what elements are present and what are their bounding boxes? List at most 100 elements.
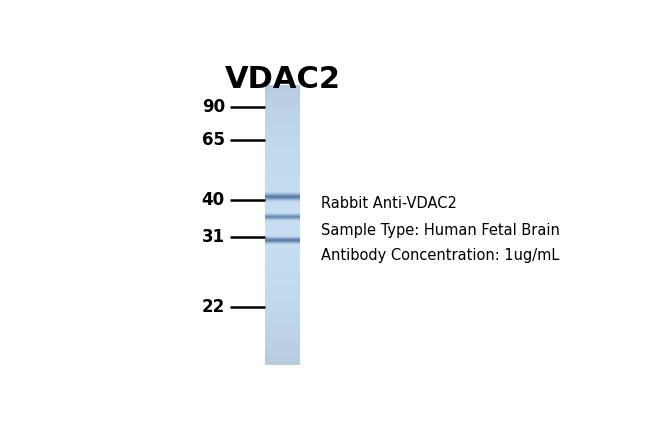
- Bar: [265, 275, 300, 277]
- Bar: [265, 242, 300, 244]
- Bar: [265, 144, 300, 146]
- Bar: [265, 153, 300, 155]
- Bar: [265, 99, 300, 102]
- Bar: [265, 281, 300, 284]
- Text: 90: 90: [202, 98, 225, 116]
- Bar: [265, 317, 300, 319]
- Bar: [265, 265, 300, 267]
- Bar: [265, 111, 300, 113]
- Bar: [265, 116, 300, 118]
- Bar: [265, 295, 300, 297]
- Bar: [265, 186, 300, 188]
- Bar: [265, 141, 300, 144]
- Bar: [265, 132, 300, 134]
- Bar: [265, 165, 300, 167]
- Bar: [265, 97, 300, 99]
- Bar: [265, 125, 300, 127]
- Bar: [265, 228, 300, 230]
- Bar: [265, 188, 300, 191]
- Bar: [265, 237, 300, 239]
- Bar: [265, 328, 300, 330]
- Bar: [265, 139, 300, 141]
- Bar: [265, 235, 300, 237]
- Bar: [265, 272, 300, 275]
- Bar: [265, 253, 300, 255]
- Text: Antibody Concentration: 1ug/mL: Antibody Concentration: 1ug/mL: [320, 248, 559, 263]
- Bar: [265, 118, 300, 120]
- Bar: [265, 174, 300, 176]
- Bar: [265, 300, 300, 302]
- Bar: [265, 359, 300, 361]
- Bar: [265, 284, 300, 286]
- Bar: [265, 85, 300, 87]
- Text: 65: 65: [202, 131, 225, 149]
- Bar: [265, 279, 300, 281]
- Bar: [265, 183, 300, 186]
- Text: 40: 40: [202, 191, 225, 209]
- Bar: [265, 216, 300, 218]
- Bar: [265, 288, 300, 291]
- Bar: [265, 204, 300, 207]
- Bar: [265, 307, 300, 309]
- Bar: [265, 137, 300, 139]
- Bar: [265, 151, 300, 153]
- Bar: [265, 363, 300, 365]
- Bar: [265, 333, 300, 335]
- Bar: [265, 354, 300, 356]
- Bar: [265, 277, 300, 279]
- Text: 31: 31: [202, 228, 225, 246]
- Text: VDAC2: VDAC2: [225, 65, 341, 94]
- Bar: [265, 321, 300, 323]
- Bar: [265, 109, 300, 111]
- Bar: [265, 335, 300, 337]
- Bar: [265, 305, 300, 307]
- Bar: [265, 221, 300, 223]
- Bar: [265, 260, 300, 263]
- Bar: [265, 309, 300, 312]
- Bar: [265, 95, 300, 97]
- Bar: [265, 200, 300, 202]
- Bar: [265, 337, 300, 340]
- Bar: [265, 120, 300, 123]
- Bar: [265, 267, 300, 270]
- Bar: [265, 176, 300, 179]
- Bar: [265, 249, 300, 251]
- Bar: [265, 181, 300, 183]
- Bar: [265, 255, 300, 258]
- Bar: [265, 155, 300, 158]
- Bar: [265, 213, 300, 216]
- Bar: [265, 123, 300, 125]
- Bar: [265, 312, 300, 314]
- Bar: [265, 342, 300, 344]
- Bar: [265, 293, 300, 295]
- Bar: [265, 302, 300, 305]
- Bar: [265, 218, 300, 221]
- Text: 22: 22: [202, 298, 225, 316]
- Bar: [265, 195, 300, 197]
- Bar: [265, 149, 300, 151]
- Bar: [265, 158, 300, 160]
- Bar: [265, 233, 300, 235]
- Bar: [265, 349, 300, 351]
- Bar: [265, 330, 300, 333]
- Bar: [265, 207, 300, 209]
- Bar: [265, 340, 300, 342]
- Bar: [265, 323, 300, 326]
- Bar: [265, 351, 300, 354]
- Text: Rabbit Anti-VDAC2: Rabbit Anti-VDAC2: [320, 196, 456, 211]
- Bar: [265, 167, 300, 169]
- Bar: [265, 160, 300, 162]
- Bar: [265, 171, 300, 174]
- Bar: [265, 286, 300, 288]
- Bar: [265, 225, 300, 228]
- Bar: [265, 191, 300, 193]
- Bar: [265, 246, 300, 249]
- Bar: [265, 169, 300, 171]
- Bar: [265, 113, 300, 116]
- Bar: [265, 179, 300, 181]
- Bar: [265, 230, 300, 233]
- Text: Sample Type: Human Fetal Brain: Sample Type: Human Fetal Brain: [320, 223, 560, 238]
- Bar: [265, 361, 300, 363]
- Bar: [265, 102, 300, 104]
- Bar: [265, 146, 300, 149]
